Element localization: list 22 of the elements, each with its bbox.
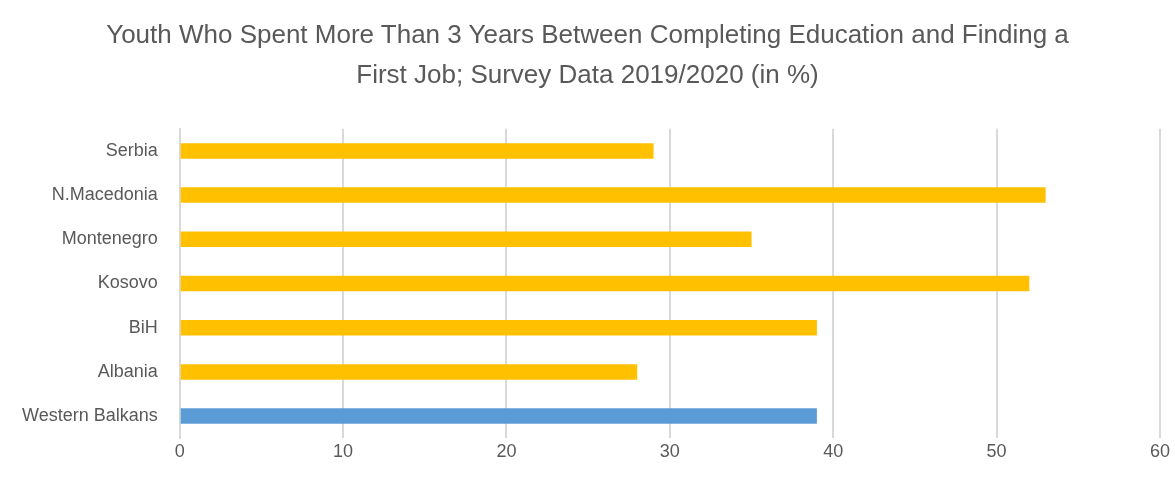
y-tick-label: Serbia [105,139,159,160]
x-tick-label: 0 [174,440,185,461]
x-tick-label: 10 [333,440,354,461]
bar [180,408,817,424]
y-tick-label: Montenegro [61,228,158,249]
x-tick-label: 40 [823,440,844,461]
y-tick-label: Western Balkans [22,405,158,426]
chart-title: Youth Who Spent More Than 3 Years Between Completing Education and Finding a First Job; Survey Data 2019/2020 (in %) [105,18,1070,91]
x-tick-label: 50 [986,440,1007,461]
bar [180,231,752,248]
x-tick-label: 60 [1149,440,1171,461]
y-tick-label: Kosovo [97,272,158,293]
y-tick-label: N.Macedonia [51,184,159,205]
bar [180,319,817,336]
y-tick-label: Albania [97,360,159,381]
x-tick-label: 20 [496,440,517,461]
bar [180,275,1030,292]
bar [180,143,654,159]
x-tick-label: 30 [659,440,680,461]
bar [180,364,638,380]
y-tick-label: BiH [128,316,158,337]
bar [180,187,1046,203]
